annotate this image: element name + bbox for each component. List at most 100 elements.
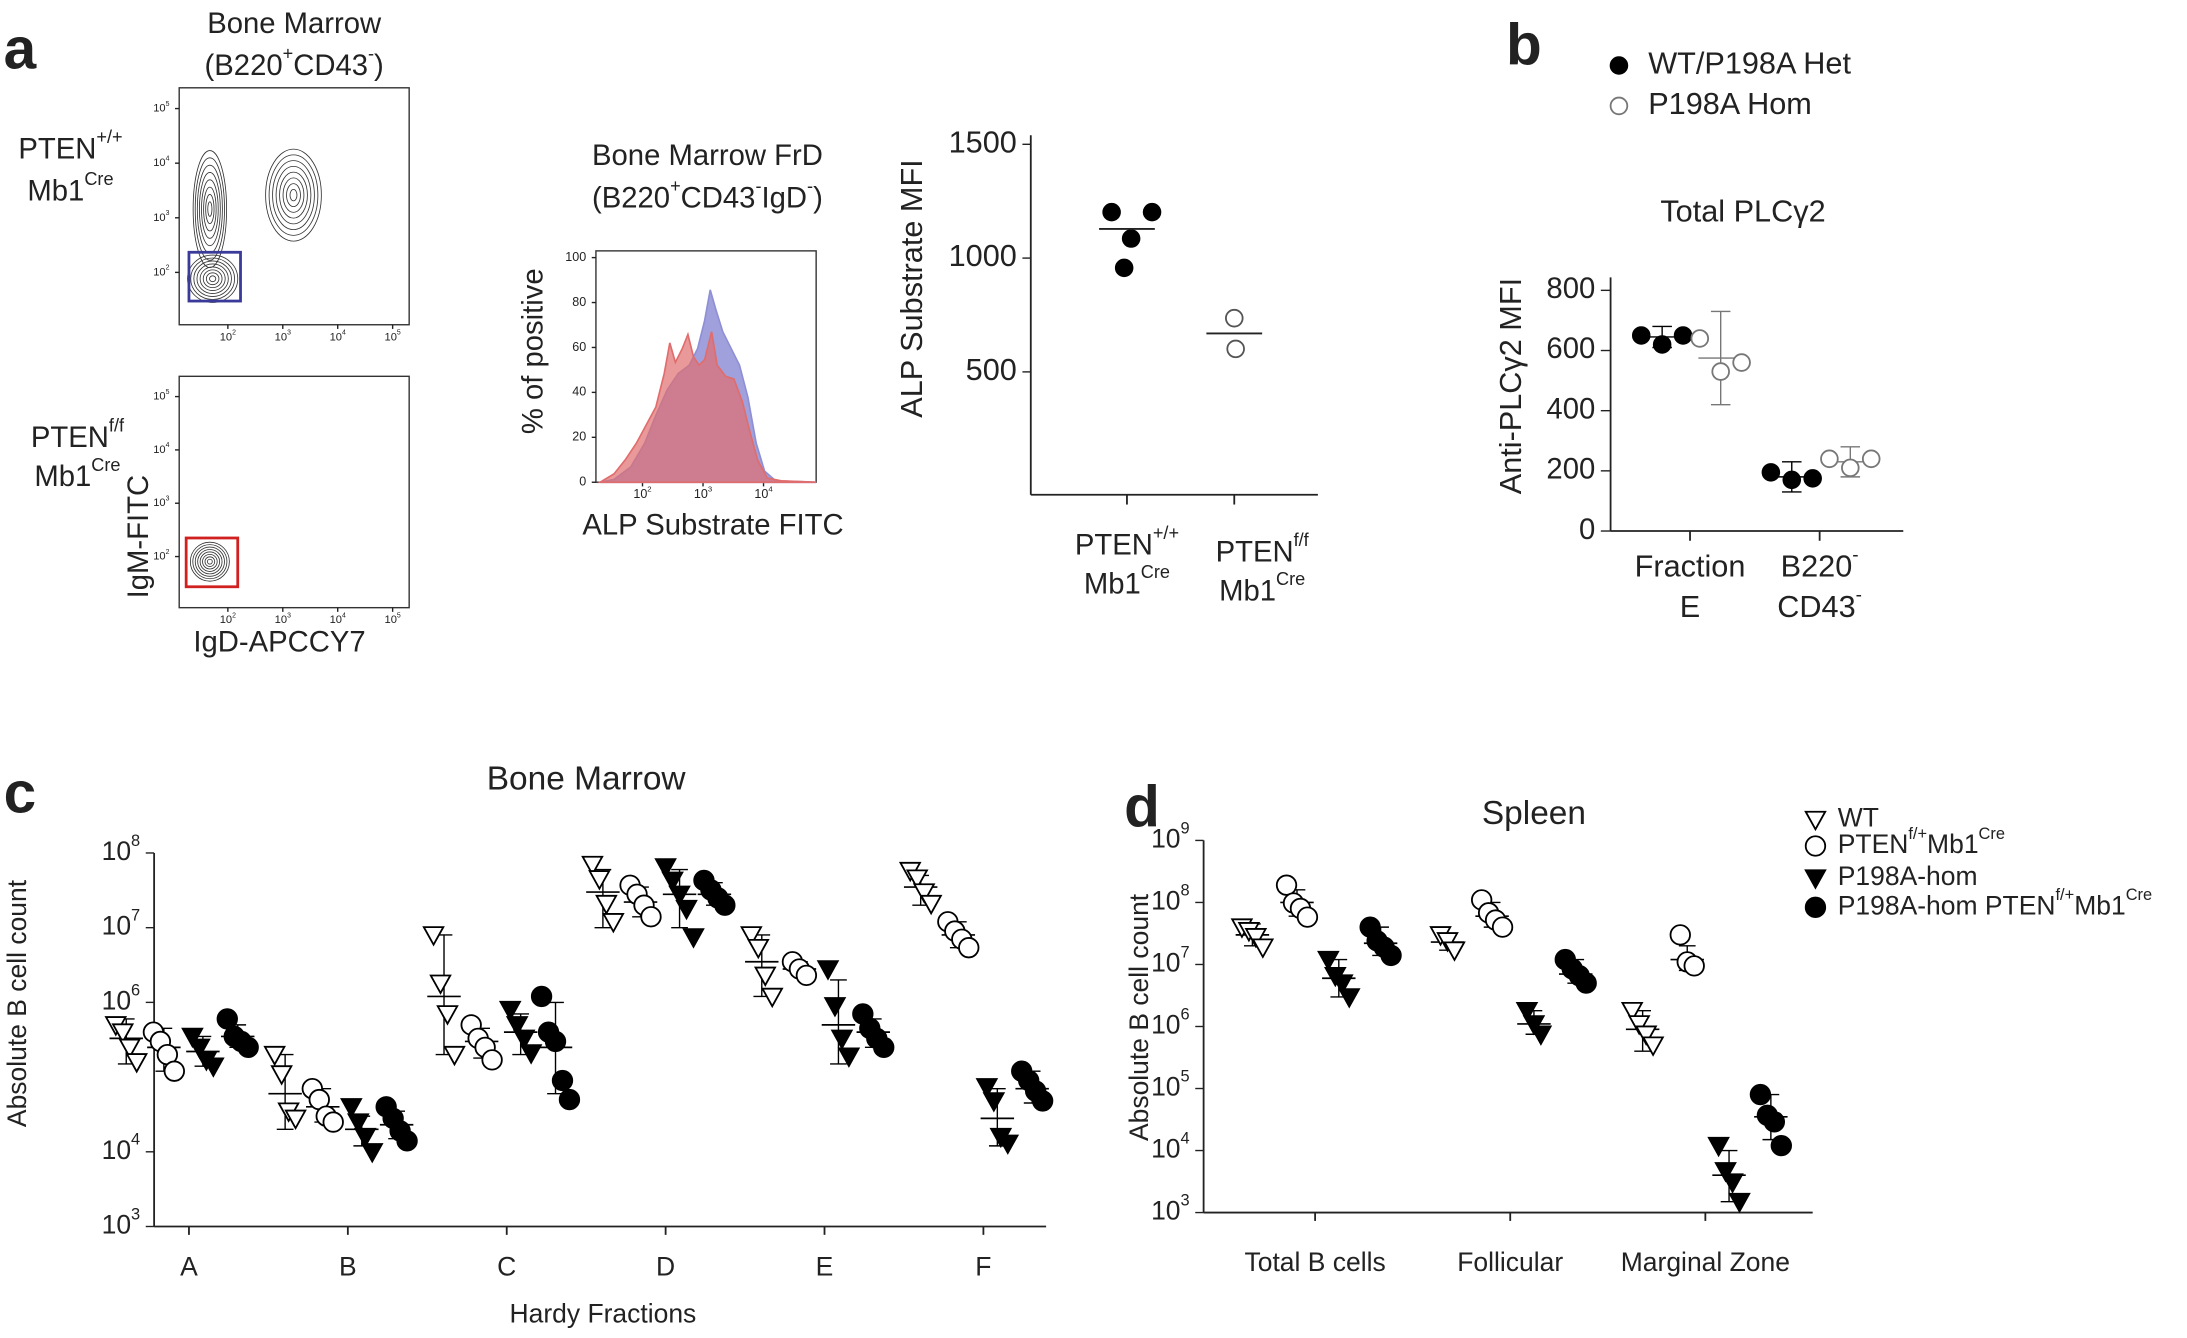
label: 60 (572, 340, 586, 354)
superscript: 3 (1181, 1192, 1190, 1210)
label: 1000 (949, 239, 1017, 273)
marker (588, 870, 611, 891)
contour (272, 160, 315, 231)
text-part: CD43 (1777, 590, 1855, 624)
label: Absolute B cell count (2, 879, 32, 1127)
gate (184, 536, 240, 589)
gate (187, 250, 242, 303)
text-part: 10 (275, 614, 287, 626)
marker (443, 1045, 466, 1067)
marker (1683, 955, 1705, 977)
label: Marginal Zone (1621, 1247, 1790, 1277)
superscript: 4 (166, 155, 170, 162)
label: E (1680, 590, 1700, 624)
marker (322, 1111, 344, 1133)
text-part: IgD (762, 182, 808, 214)
text-part: 10 (220, 614, 232, 626)
label: D (656, 1251, 675, 1281)
marker (1728, 1192, 1751, 1214)
label: 104 (330, 329, 346, 343)
label: 104 (1151, 1130, 1190, 1164)
superscript: - (368, 43, 374, 63)
marker (498, 1000, 522, 1022)
contour (265, 148, 322, 242)
contour (289, 188, 298, 202)
marker (1634, 1025, 1658, 1046)
marker (1763, 1111, 1786, 1133)
label: ALP Substrate MFI (895, 159, 929, 417)
label: PTENf/f (31, 416, 125, 454)
superscript: 5 (166, 101, 170, 108)
marker (347, 1113, 370, 1134)
label: 103 (275, 329, 291, 343)
label: (B220+CD43-IgD-) (592, 176, 823, 214)
superscript: 5 (397, 612, 401, 619)
text-part: PTEN (1838, 829, 1909, 859)
text-part: Mb1 (1084, 568, 1141, 600)
label: 1500 (949, 125, 1017, 159)
marker (1244, 928, 1268, 949)
marker (237, 1036, 259, 1059)
text-part: 10 (153, 157, 165, 169)
superscript: 3 (287, 612, 291, 619)
superscript: 4 (768, 485, 773, 494)
superscript: 5 (1181, 1068, 1190, 1086)
marker (1631, 326, 1651, 345)
text-part: 10 (153, 103, 165, 115)
marker (1721, 1173, 1744, 1194)
text-part: 10 (153, 266, 165, 278)
text-part: 10 (153, 551, 165, 563)
marker (1380, 944, 1402, 967)
contour (286, 183, 301, 208)
label: PTEN+/+ (1075, 523, 1179, 561)
contour (268, 154, 319, 236)
superscript: 2 (232, 612, 236, 619)
label: P198A-hom (1838, 861, 1978, 891)
superscript: 8 (1181, 882, 1190, 900)
label: PTENf/+Mb1Cre (1838, 825, 2005, 859)
label: IgM-FITC (123, 475, 155, 598)
marker (595, 894, 618, 916)
contour (282, 177, 305, 213)
contour (202, 269, 223, 289)
plot-frame (178, 375, 410, 609)
marker (429, 974, 452, 995)
superscript: 3 (287, 329, 291, 336)
marker (544, 1030, 567, 1053)
marker (1749, 1083, 1772, 1106)
superscript: f/+ (2055, 887, 2074, 905)
marker (1673, 326, 1693, 345)
label: 104 (330, 612, 346, 626)
label: 600 (1546, 333, 1595, 365)
marker (661, 871, 684, 892)
label: WT (1838, 803, 1879, 833)
marker (1641, 1036, 1665, 1057)
marker (1711, 362, 1730, 381)
marker (1121, 229, 1141, 248)
superscript: 4 (342, 612, 346, 619)
label: IgD-APCCY7 (193, 627, 365, 659)
marker (1782, 470, 1802, 490)
text-part: ) (813, 182, 823, 214)
marker (905, 869, 929, 890)
text-part: 10 (102, 1210, 131, 1240)
label: Spleen (1482, 795, 1586, 832)
contour (209, 275, 217, 283)
superscript: Cre (2126, 887, 2152, 905)
superscript: - (1852, 545, 1858, 566)
label: Fraction (1635, 550, 1746, 584)
marker (340, 1098, 363, 1119)
superscript: 2 (647, 485, 651, 494)
marker (481, 1049, 503, 1071)
superscript: 7 (131, 907, 140, 925)
contour (197, 549, 223, 575)
text-part: PTEN (1075, 529, 1153, 561)
label: % of positive (517, 268, 549, 434)
text-part: CD43 (293, 50, 368, 82)
label: 104 (153, 155, 169, 169)
contour (192, 544, 228, 580)
marker (202, 1057, 225, 1078)
text-part: 10 (275, 331, 287, 343)
marker (512, 1029, 536, 1050)
marker (163, 1060, 185, 1082)
